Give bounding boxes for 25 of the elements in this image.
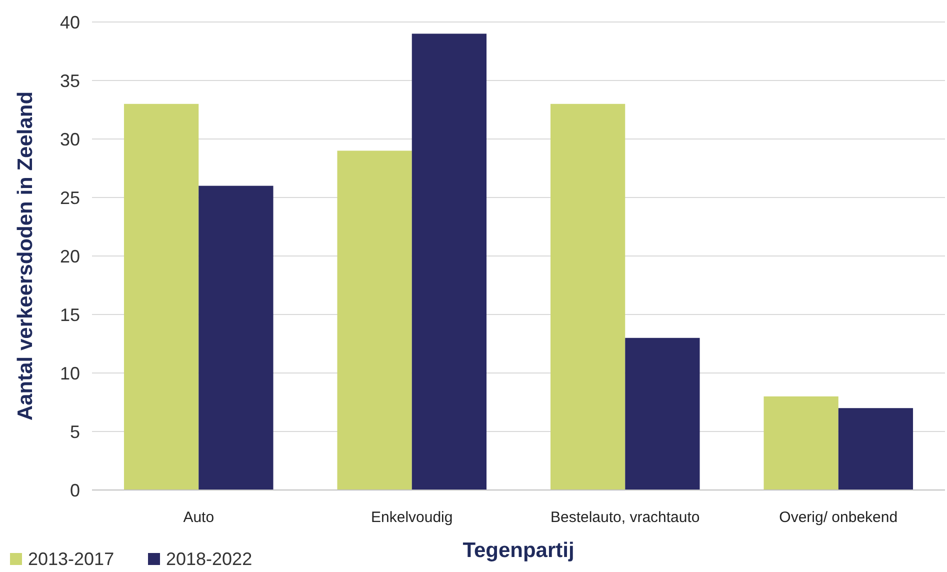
y-tick-label: 40 bbox=[60, 12, 80, 32]
x-tick-label: Overig/ onbekend bbox=[779, 509, 898, 526]
legend-label: 2018-2022 bbox=[166, 549, 252, 569]
y-tick-label: 10 bbox=[60, 363, 80, 384]
bar bbox=[124, 104, 199, 490]
x-tick-label: Enkelvoudig bbox=[371, 509, 453, 526]
y-tick-label: 15 bbox=[60, 304, 80, 325]
bar bbox=[838, 408, 914, 490]
bar bbox=[412, 34, 487, 490]
y-tick-label: 20 bbox=[60, 246, 80, 266]
y-tick-label: 25 bbox=[60, 188, 80, 208]
x-tick-label: Auto bbox=[183, 509, 214, 526]
y-axis-title: Aantal verkeersdoden in Zeeland bbox=[14, 91, 37, 421]
bar bbox=[764, 396, 838, 490]
bar bbox=[198, 186, 274, 490]
bar bbox=[625, 338, 700, 490]
y-tick-label: 30 bbox=[60, 129, 80, 150]
x-tick-label: Bestelauto, vrachtauto bbox=[550, 509, 700, 526]
y-tick-label: 0 bbox=[70, 480, 80, 500]
y-tick-label: 5 bbox=[70, 422, 80, 442]
y-tick-label: 35 bbox=[60, 70, 80, 91]
bar bbox=[337, 150, 412, 490]
bar bbox=[550, 104, 626, 490]
x-axis-title: Tegenpartij bbox=[462, 539, 574, 562]
legend-label: 2013-2017 bbox=[28, 549, 114, 569]
